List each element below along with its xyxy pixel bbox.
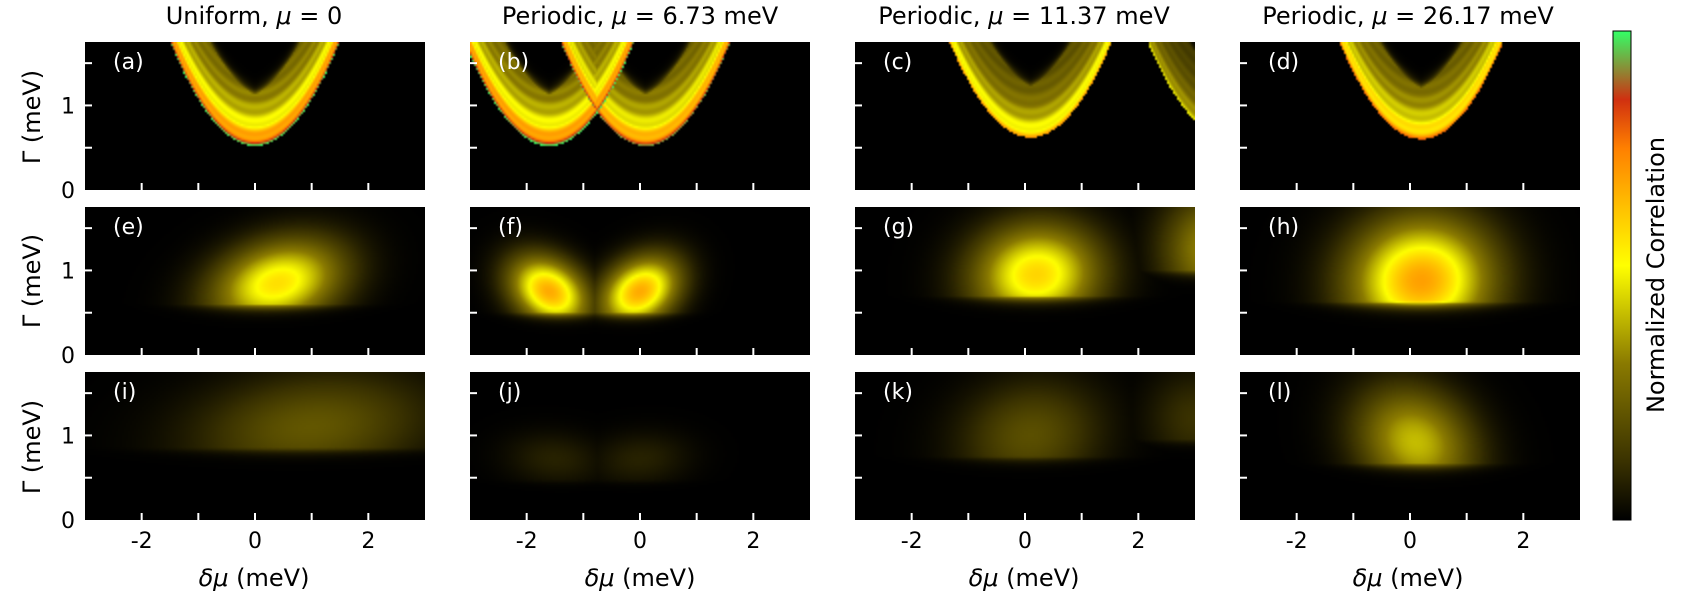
heatmap-l [1240, 372, 1580, 520]
y-tick-label: 0 [61, 179, 75, 204]
panel-i: (i) 0 1 -2 0 2 [61, 372, 425, 554]
panel-k: (k) -2 0 2 [855, 372, 1195, 554]
panel-label-c: (c) [883, 50, 912, 75]
column-title-3: Periodic, μ = 11.37 meV [878, 2, 1170, 30]
x-tick-label: 0 [1018, 529, 1032, 554]
x-tick-label: 2 [1131, 529, 1145, 554]
heatmap-f [470, 207, 810, 355]
heatmap-i [85, 372, 425, 520]
column-titles: Uniform, μ = 0 Periodic, μ = 6.73 meV Pe… [166, 2, 1555, 30]
heatmap-d [1240, 42, 1580, 190]
panel-e: (e) 0 1 [61, 207, 425, 369]
panel-label-l: (l) [1268, 380, 1291, 405]
panel-label-i: (i) [113, 380, 136, 405]
x-axis-label-col-2: δμ (meV) [585, 564, 696, 592]
heatmap-a [85, 42, 425, 190]
colorbar: Normalized Correlation [1612, 30, 1670, 521]
y-tick-label: 0 [61, 509, 75, 534]
colorbar-gradient [1612, 30, 1632, 521]
heatmap-g [855, 207, 1195, 355]
x-tick-label: 2 [746, 529, 760, 554]
heatmap-j [470, 372, 810, 520]
column-title-2: Periodic, μ = 6.73 meV [502, 2, 779, 30]
panel-label-e: (e) [113, 215, 144, 240]
column-title-4: Periodic, μ = 26.17 meV [1262, 2, 1554, 30]
x-tick-label: 0 [633, 529, 647, 554]
x-tick-label: -2 [131, 529, 153, 554]
x-tick-label: 2 [1516, 529, 1530, 554]
x-tick-label: 0 [1403, 529, 1417, 554]
x-axis-label-col-4: δμ (meV) [1353, 564, 1464, 592]
panel-j: (j) -2 0 2 [470, 372, 810, 554]
column-title-1: Uniform, μ = 0 [166, 2, 343, 30]
heatmap-c [855, 42, 1195, 190]
y-axis-labels: Γ (meV) Γ (meV) Γ (meV) [18, 70, 46, 494]
x-tick-label: -2 [516, 529, 538, 554]
y-tick-label: 1 [61, 94, 75, 119]
y-axis-label-row-1: Γ (meV) [18, 70, 46, 164]
heatmap-h [1240, 207, 1580, 355]
y-tick-label: 1 [61, 424, 75, 449]
x-axis-label-col-3: δμ (meV) [969, 564, 1080, 592]
panel-b: (b) [470, 42, 810, 190]
x-tick-label: -2 [1286, 529, 1308, 554]
y-tick-label: 0 [61, 344, 75, 369]
x-axis-label-col-1: δμ (meV) [199, 564, 310, 592]
y-axis-label-row-3: Γ (meV) [18, 400, 46, 494]
panel-a: (a) 0 1 [61, 42, 425, 204]
panel-f: (f) [470, 207, 810, 355]
panel-label-f: (f) [498, 215, 523, 240]
x-tick-label: -2 [901, 529, 923, 554]
heatmap-b [470, 42, 810, 190]
x-tick-label: 2 [361, 529, 375, 554]
panel-h: (h) [1240, 207, 1580, 355]
x-tick-label: 0 [248, 529, 262, 554]
y-tick-label: 1 [61, 259, 75, 284]
panel-l: (l) -2 0 2 [1240, 372, 1580, 554]
colorbar-label: Normalized Correlation [1642, 137, 1670, 413]
panel-label-b: (b) [498, 50, 529, 75]
panel-label-a: (a) [113, 50, 144, 75]
panel-label-j: (j) [498, 380, 521, 405]
panel-label-d: (d) [1268, 50, 1299, 75]
panel-label-g: (g) [883, 215, 914, 240]
panel-d: (d) [1240, 42, 1580, 190]
y-axis-label-row-2: Γ (meV) [18, 234, 46, 328]
heatmap-k [855, 372, 1195, 520]
heatmap-e [85, 207, 425, 355]
x-axis-labels: δμ (meV) δμ (meV) δμ (meV) δμ (meV) [199, 564, 1464, 592]
panel-c: (c) [855, 42, 1195, 190]
panel-grid: (a)01(b) (c) (d)(e)01(f) (g) (h)(i)01-2 0 2(j)… [61, 42, 1580, 554]
panel-label-h: (h) [1268, 215, 1299, 240]
panel-label-k: (k) [883, 380, 913, 405]
panel-g: (g) [855, 207, 1195, 355]
